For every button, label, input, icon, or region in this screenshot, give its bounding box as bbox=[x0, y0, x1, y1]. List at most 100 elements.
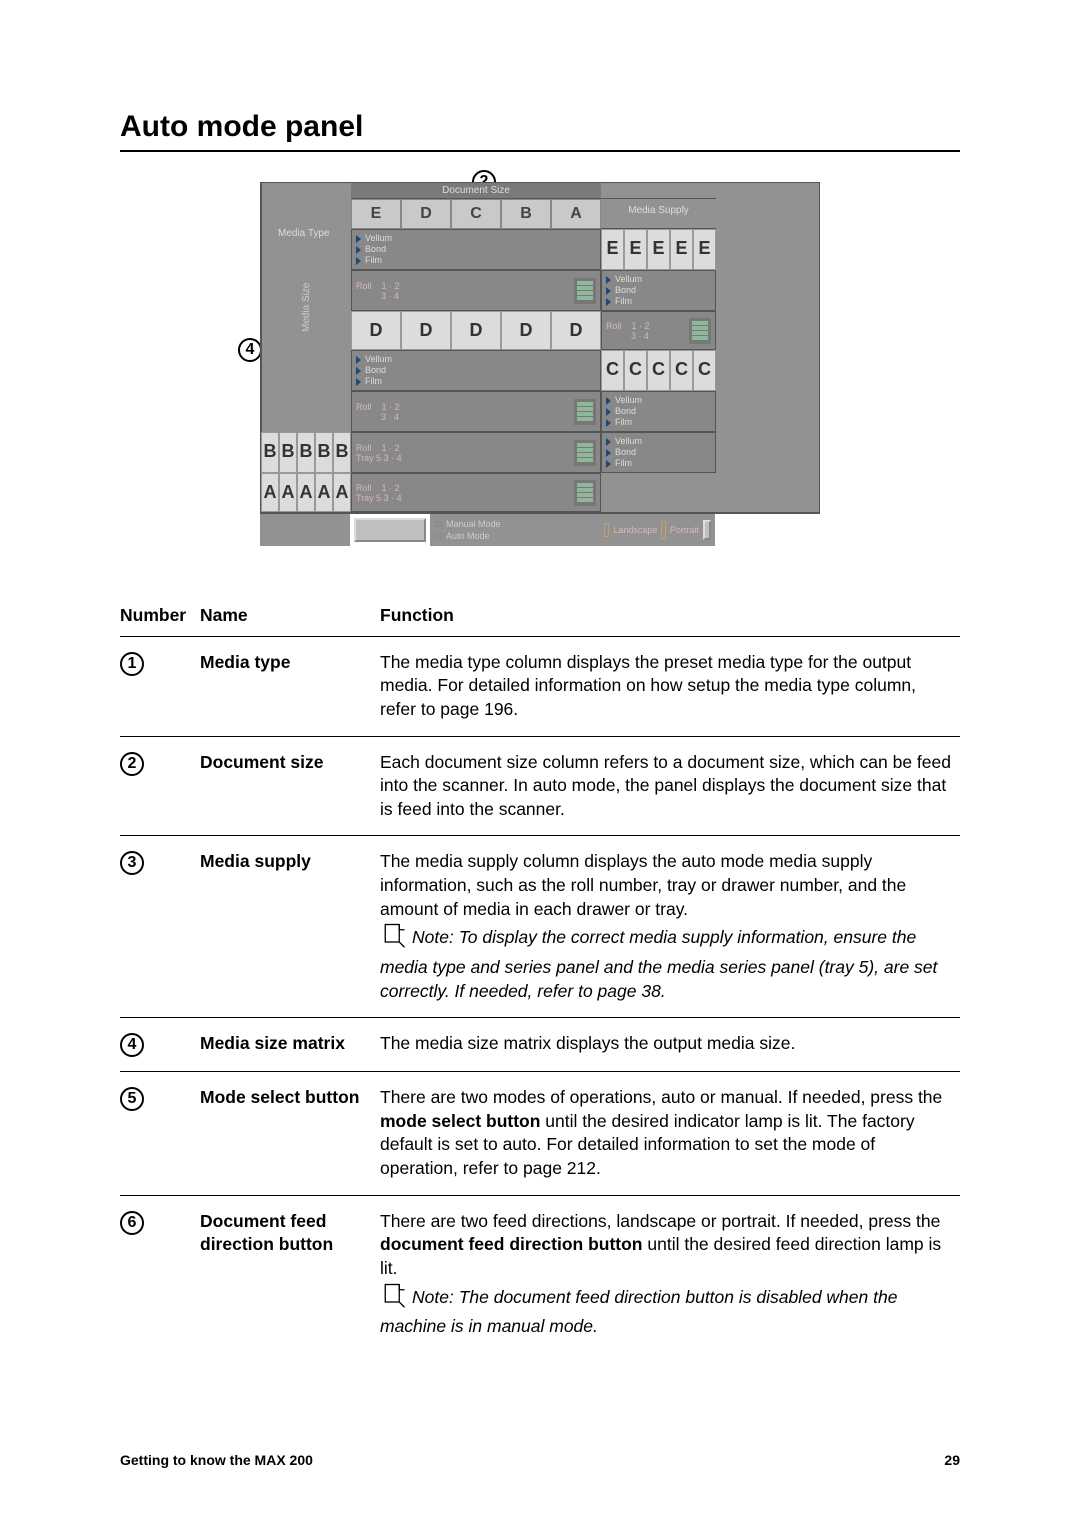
size-cell: C bbox=[693, 350, 716, 391]
row-function: The media size matrix displays the outpu… bbox=[380, 1018, 960, 1072]
size-cell: E bbox=[624, 229, 647, 270]
media-supply-cell: Roll 1 · 2 3 · 4 bbox=[351, 391, 601, 432]
row-name: Media size matrix bbox=[200, 1018, 380, 1072]
size-cell: D bbox=[401, 311, 451, 350]
auto-mode-panel-diagram: 1 2 3 4 5 6 Media Size Document Size EDC… bbox=[260, 182, 820, 546]
size-cell: E bbox=[647, 229, 670, 270]
media-type-cell: VellumBondFilm bbox=[351, 229, 601, 270]
size-cell: A bbox=[297, 473, 315, 512]
row-function: There are two modes of operations, auto … bbox=[380, 1072, 960, 1196]
size-cell: D bbox=[451, 311, 501, 350]
media-type-header: Media Type bbox=[278, 228, 330, 239]
size-cell: A bbox=[333, 473, 351, 512]
size-cell: D bbox=[501, 311, 551, 350]
row-name: Media type bbox=[200, 636, 380, 736]
supply-level-icon bbox=[689, 318, 711, 344]
media-type-cell: VellumBondFilm bbox=[601, 432, 716, 473]
note-icon bbox=[380, 1281, 408, 1316]
size-cell: B bbox=[279, 432, 297, 473]
row-number: 4 bbox=[120, 1018, 200, 1072]
row-name: Media supply bbox=[200, 836, 380, 1018]
portrait-icon bbox=[661, 521, 665, 539]
page-title: Auto mode panel bbox=[120, 110, 960, 152]
media-supply-cell: Roll 1 · 2 3 · 4 bbox=[351, 270, 601, 311]
landscape-label: Landscape bbox=[613, 525, 657, 535]
note-icon bbox=[380, 921, 408, 956]
size-col-header: C bbox=[451, 199, 501, 229]
th-name: Name bbox=[200, 596, 380, 636]
landscape-icon bbox=[604, 523, 609, 537]
size-row: BBBBB bbox=[261, 432, 351, 473]
size-cell: D bbox=[351, 311, 401, 350]
size-col-header: D bbox=[401, 199, 451, 229]
th-number: Number bbox=[120, 596, 200, 636]
page-footer: Getting to know the MAX 200 29 bbox=[120, 1452, 960, 1468]
media-supply-cell: Roll 1 · 2 3 · 4 bbox=[601, 311, 716, 350]
supply-level-icon bbox=[574, 399, 596, 425]
size-cell: B bbox=[261, 432, 279, 473]
media-supply-header: Media Supply bbox=[601, 199, 716, 229]
row-function: Each document size column refers to a do… bbox=[380, 736, 960, 836]
row-function: The media supply column displays the aut… bbox=[380, 836, 960, 1018]
media-supply-cell: Roll 1 · 2 Tray 5 3 · 4 bbox=[351, 473, 601, 512]
supply-level-icon bbox=[574, 480, 596, 506]
row-function: The media type column displays the prese… bbox=[380, 636, 960, 736]
table-row: 1Media typeThe media type column display… bbox=[120, 636, 960, 736]
row-function: There are two feed directions, landscape… bbox=[380, 1195, 960, 1353]
media-type-cell: VellumBondFilm bbox=[601, 270, 716, 311]
size-row: CCCCC bbox=[601, 350, 716, 391]
size-cell: A bbox=[315, 473, 333, 512]
size-cell: C bbox=[624, 350, 647, 391]
size-cell: E bbox=[693, 229, 716, 270]
supply-level-icon bbox=[574, 440, 596, 466]
row-name: Document feed direction button bbox=[200, 1195, 380, 1353]
size-cell: B bbox=[315, 432, 333, 473]
size-row: EEEEE bbox=[601, 229, 716, 270]
media-type-cell: VellumBondFilm bbox=[351, 350, 601, 391]
panel-grid: Media Size Document Size EDCBA Media Sup… bbox=[260, 182, 820, 513]
spacer bbox=[601, 183, 716, 199]
feed-direction-button[interactable] bbox=[703, 520, 711, 540]
size-col-header: A bbox=[551, 199, 601, 229]
size-cell: A bbox=[261, 473, 279, 512]
size-row: DDDDD bbox=[351, 311, 601, 350]
media-supply-cell: Roll 1 · 2 Tray 5 3 · 4 bbox=[351, 432, 601, 473]
th-function: Function bbox=[380, 596, 960, 636]
size-col-header: B bbox=[501, 199, 551, 229]
table-row: 4Media size matrixThe media size matrix … bbox=[120, 1018, 960, 1072]
row-number: 5 bbox=[120, 1072, 200, 1196]
portrait-label: Portrait bbox=[670, 525, 699, 535]
mode-indicator: Manual ModeAuto Mode bbox=[430, 514, 600, 546]
media-size-label: Media Size bbox=[261, 183, 351, 432]
size-row: AAAAA bbox=[261, 473, 351, 512]
row-number: 3 bbox=[120, 836, 200, 1018]
supply-level-icon bbox=[574, 278, 596, 304]
size-col-header: E bbox=[351, 199, 401, 229]
row-number: 6 bbox=[120, 1195, 200, 1353]
size-cell: D bbox=[551, 311, 601, 350]
table-row: 5Mode select buttonThere are two modes o… bbox=[120, 1072, 960, 1196]
row-name: Mode select button bbox=[200, 1072, 380, 1196]
table-row: 3Media supplyThe media supply column dis… bbox=[120, 836, 960, 1018]
footer-right: 29 bbox=[944, 1452, 960, 1468]
row-name: Document size bbox=[200, 736, 380, 836]
table-row: 6Document feed direction buttonThere are… bbox=[120, 1195, 960, 1353]
feed-direction-box: Landscape Portrait bbox=[600, 514, 715, 546]
callout-4: 4 bbox=[238, 338, 262, 362]
row-number: 2 bbox=[120, 736, 200, 836]
size-cell: C bbox=[670, 350, 693, 391]
size-column-headers: EDCBA bbox=[351, 199, 601, 229]
panel-footer: Manual ModeAuto Mode Landscape Portrait bbox=[260, 513, 820, 546]
component-table: Number Name Function 1Media typeThe medi… bbox=[120, 596, 960, 1353]
size-cell: B bbox=[333, 432, 351, 473]
size-cell: B bbox=[297, 432, 315, 473]
size-cell: E bbox=[601, 229, 624, 270]
size-cell: C bbox=[647, 350, 670, 391]
table-row: 2Document sizeEach document size column … bbox=[120, 736, 960, 836]
mode-select-button[interactable] bbox=[354, 518, 426, 542]
size-cell: E bbox=[670, 229, 693, 270]
row-number: 1 bbox=[120, 636, 200, 736]
document-size-header: Document Size bbox=[351, 183, 601, 199]
footer-left: Getting to know the MAX 200 bbox=[120, 1452, 313, 1468]
size-cell: A bbox=[279, 473, 297, 512]
